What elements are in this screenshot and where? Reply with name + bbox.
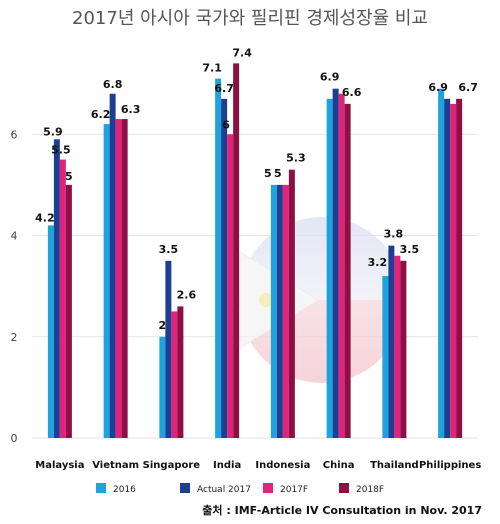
data-label: 6.3 [121, 103, 141, 116]
legend-label: 2018F [356, 485, 384, 495]
bar-malaysia-2 [59, 159, 66, 438]
bar-indonesia-2 [282, 184, 289, 438]
bar-india-3 [233, 63, 240, 438]
bar-philippines-3 [456, 98, 463, 438]
bar-malaysia-1 [53, 139, 60, 438]
data-label: 2 [159, 319, 167, 332]
bar-malaysia-0 [47, 225, 54, 438]
bar-philippines-1 [444, 98, 451, 438]
legend-swatch [180, 483, 190, 493]
legend-swatch [263, 483, 273, 493]
flag-watermark [239, 217, 405, 383]
legend-swatch [96, 483, 106, 493]
data-label: 2.6 [177, 288, 197, 301]
data-label: 5.5 [51, 144, 71, 157]
source-note: 출처 : IMF-Article IV Consultation in Nov.… [202, 503, 482, 517]
data-label: 5.9 [43, 125, 63, 138]
bar-india-1 [221, 98, 228, 438]
bar-thailand-0 [382, 276, 389, 438]
data-labels: 4.25.95.556.26.86.323.52.67.16.767.45 55.… [35, 46, 478, 331]
bars [47, 63, 463, 438]
bar-china-1 [332, 88, 339, 438]
bar-singapore-1 [165, 260, 172, 438]
bar-vietnam-3 [121, 119, 128, 438]
data-label: 6.7 [458, 81, 478, 94]
data-label: 6.6 [342, 86, 362, 99]
legend-label: Actual 2017 [197, 485, 251, 495]
bar-malaysia-3 [65, 184, 72, 438]
bar-vietnam-0 [103, 124, 110, 438]
bar-philippines-2 [450, 103, 457, 438]
data-label: 5 [274, 167, 282, 180]
data-label: 5.3 [286, 152, 306, 165]
bar-thailand-3 [400, 260, 407, 438]
legend-swatch [339, 483, 349, 493]
bar-indonesia-3 [288, 169, 295, 438]
bar-singapore-3 [177, 306, 184, 438]
x-tick-label: Malaysia [35, 460, 84, 471]
bar-vietnam-2 [115, 119, 122, 438]
data-label: 4.2 [35, 211, 55, 224]
legend: 2016 Actual 2017 2017F 2018F [96, 483, 384, 495]
bar-india-2 [227, 134, 234, 438]
data-label: 7.4 [232, 46, 252, 59]
y-axis-ticks: 0 2 4 6 [11, 128, 18, 445]
data-label: 5 [264, 167, 272, 180]
bar-china-0 [326, 98, 333, 438]
bar-indonesia-1 [276, 184, 283, 438]
y-tick-label: 6 [11, 128, 18, 141]
x-tick-label: Thailand [370, 460, 419, 471]
bar-thailand-1 [388, 245, 395, 438]
bar-philippines-0 [438, 88, 445, 438]
y-tick-label: 4 [11, 230, 18, 243]
x-tick-label: Indonesia [255, 460, 310, 471]
data-label: 5 [65, 170, 73, 183]
bar-china-3 [344, 103, 351, 438]
data-label: 3.5 [159, 243, 179, 256]
data-label: 6 [222, 118, 230, 131]
bar-indonesia-0 [270, 184, 277, 438]
legend-label: 2017F [280, 485, 308, 495]
chart-title: 2017년 아시아 국가와 필리핀 경제성장율 비교 [72, 8, 428, 29]
bar-vietnam-1 [109, 93, 116, 438]
x-tick-label: Vietnam [92, 460, 139, 471]
x-axis-ticks: Malaysia Vietnam Singapore India Indonesia Ch… [35, 460, 481, 471]
x-tick-label: Philippines [419, 460, 481, 471]
data-label: 3.8 [384, 228, 404, 241]
x-tick-label: Singapore [143, 460, 201, 471]
data-label: 6.8 [103, 78, 123, 91]
legend-label: 2016 [113, 485, 136, 495]
x-tick-label: China [323, 460, 355, 471]
data-label: 3.2 [368, 256, 388, 269]
data-label: 3.5 [400, 243, 420, 256]
bar-thailand-2 [394, 255, 401, 438]
data-label: 7.1 [202, 62, 222, 75]
data-label: 6.7 [214, 82, 234, 95]
x-tick-label: India [213, 460, 241, 471]
y-tick-label: 2 [11, 331, 18, 344]
bar-singapore-0 [159, 336, 166, 438]
data-label: 6.9 [428, 81, 448, 94]
bar-india-0 [215, 78, 222, 438]
bar-singapore-2 [171, 311, 178, 438]
bar-china-2 [338, 93, 345, 438]
data-label: 6.9 [320, 71, 340, 84]
y-tick-label: 0 [11, 432, 18, 445]
data-label: 6.2 [91, 108, 111, 121]
